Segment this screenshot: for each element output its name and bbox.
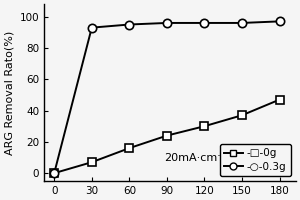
Text: 20mA·cm⁻²: 20mA·cm⁻² bbox=[164, 153, 228, 163]
Y-axis label: ARG Removal Rato(%): ARG Removal Rato(%) bbox=[4, 30, 14, 155]
Legend: -□-0g, -○-0.3g: -□-0g, -○-0.3g bbox=[220, 144, 291, 176]
